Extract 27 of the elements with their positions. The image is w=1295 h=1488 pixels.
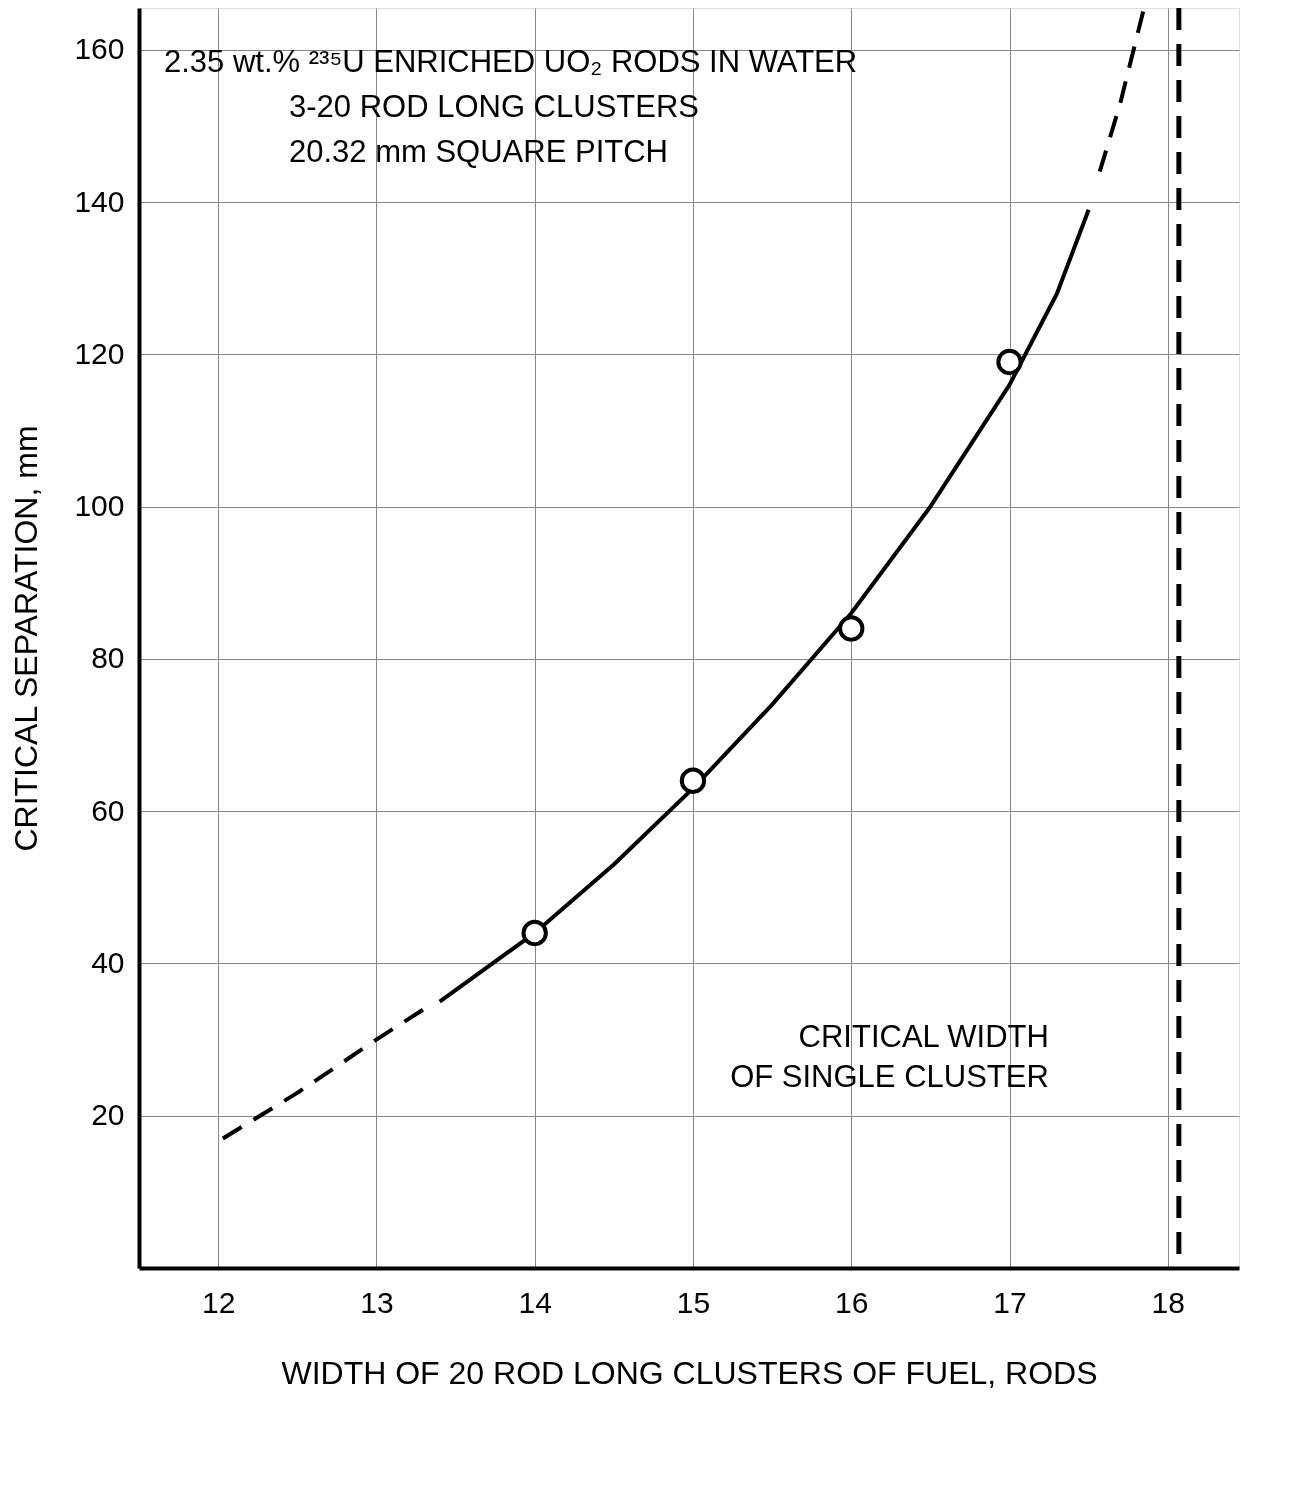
annotation: 2.35 wt.% ²³⁵U ENRICHED UO₂ RODS IN WATER: [164, 44, 858, 79]
point: [996, 348, 1023, 376]
y-tick-label: 120: [74, 336, 125, 370]
y-tick-label: 80: [91, 641, 125, 675]
x-tick-label: 16: [835, 1285, 869, 1319]
annotation: 3-20 ROD LONG CLUSTERS: [289, 89, 699, 124]
y-tick-label: 40: [91, 945, 125, 979]
line-series: [220, 1007, 426, 1141]
y-tick-label: 20: [91, 1098, 125, 1132]
x-tick-label: 15: [676, 1285, 711, 1319]
y-tick-label: 140: [74, 184, 125, 218]
y-tick-label: 160: [74, 32, 125, 66]
ref-line-label: CRITICAL WIDTH OF SINGLE CLUSTER: [730, 1019, 1049, 1094]
point: [838, 615, 865, 642]
x-tick-label: 12: [201, 1285, 236, 1319]
point: [521, 919, 548, 947]
y-axis-title: CRITICAL SEPARATION, mm: [8, 425, 45, 852]
annotation: 20.32 mm SQUARE PITCH: [289, 134, 668, 169]
x-tick-label: 13: [360, 1285, 394, 1319]
y-tick-label: 60: [91, 793, 125, 827]
point: [679, 767, 707, 794]
y-tick-label: 100: [74, 489, 125, 523]
x-tick-label: 18: [1151, 1285, 1185, 1319]
x-axis-title: WIDTH OF 20 ROD LONG CLUSTERS OF FUEL, RODS: [281, 1354, 1098, 1391]
line-series: [437, 207, 1091, 1004]
x-tick-label: 14: [518, 1285, 552, 1319]
x-tick-label: 17: [993, 1285, 1027, 1319]
